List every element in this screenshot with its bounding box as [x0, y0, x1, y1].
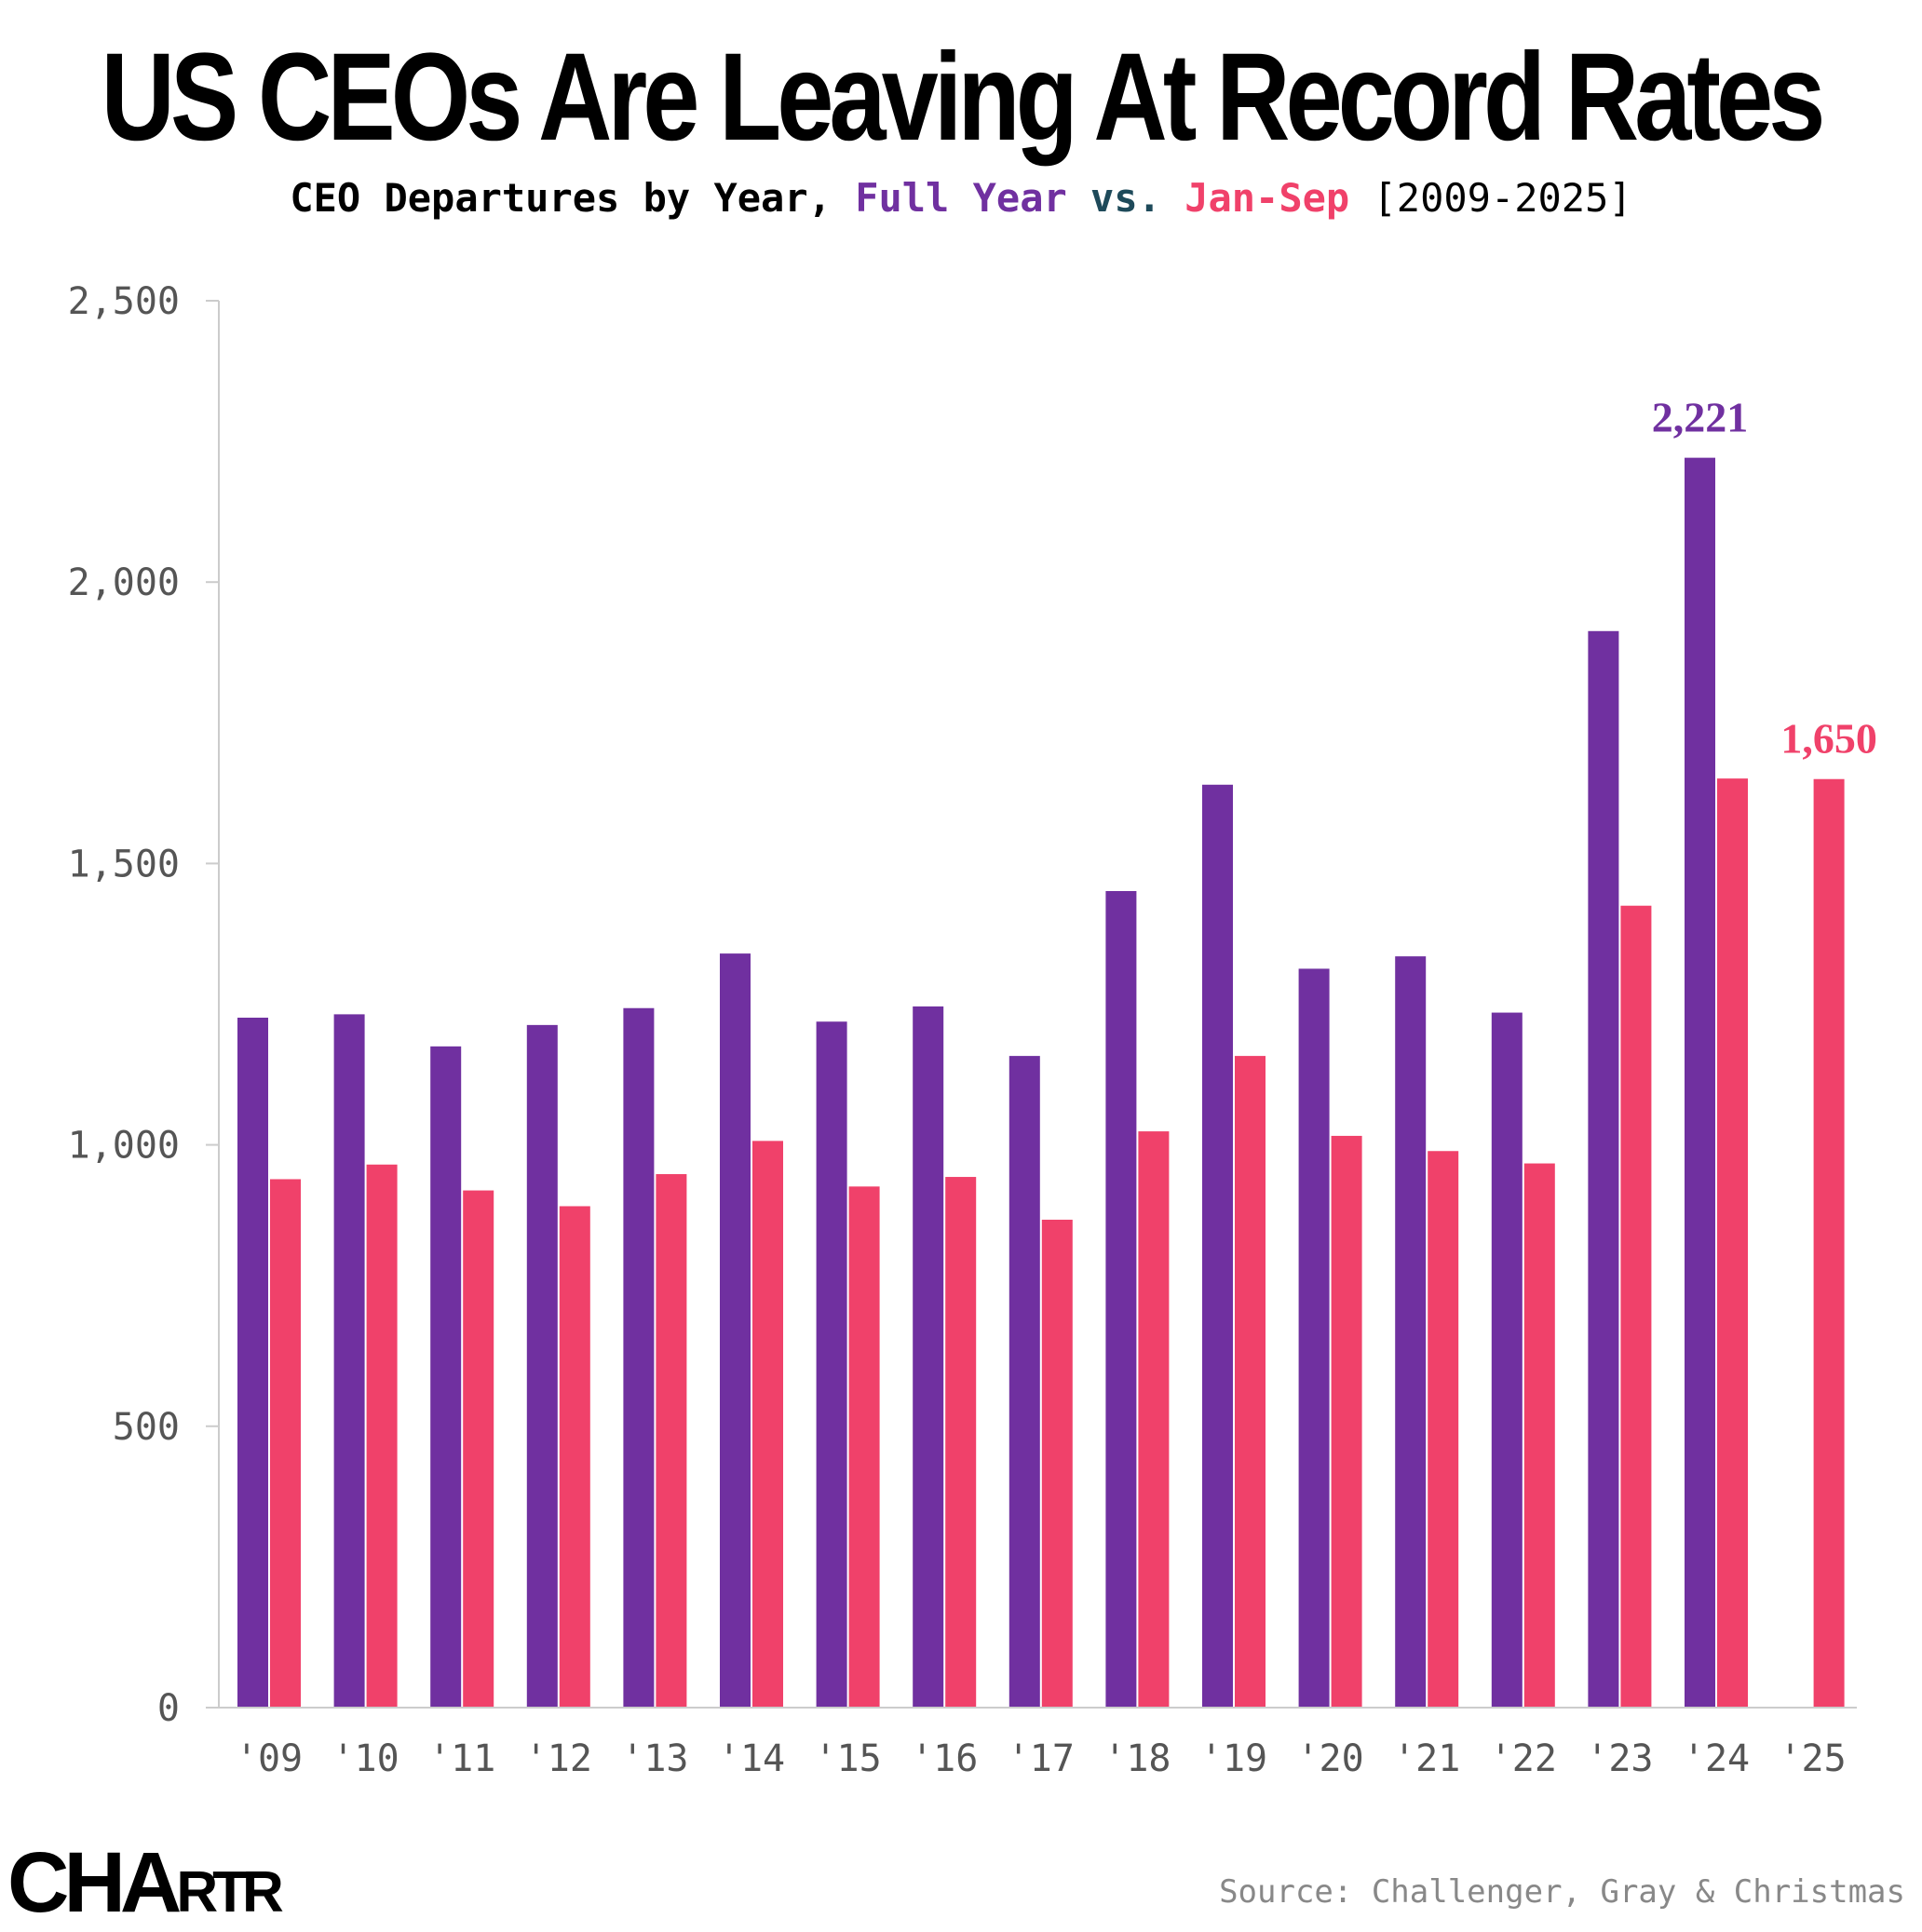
bar-jan-sep: [1331, 1135, 1362, 1708]
y-tick-label: 0: [157, 1687, 180, 1730]
bar-full-year: [237, 1018, 268, 1708]
x-tick-label: '18: [1103, 1737, 1171, 1780]
subtitle-full-year: Full Year: [855, 175, 1067, 221]
bar-full-year: [913, 1006, 944, 1708]
bar-full-year: [333, 1014, 365, 1708]
x-tick-label: '12: [525, 1737, 592, 1780]
bar-jan-sep: [1813, 778, 1845, 1708]
bar-full-year: [1105, 891, 1137, 1708]
bar-jan-sep: [559, 1206, 590, 1708]
bar-full-year: [816, 1021, 847, 1708]
chart-title: US CEOs Are Leaving At Record Rates: [101, 28, 1826, 167]
bar-jan-sep: [1235, 1056, 1266, 1708]
source-note: Source: Challenger, Gray & Christmas: [1219, 1873, 1905, 1911]
bar-jan-sep: [848, 1186, 880, 1708]
x-tick-label: '21: [1393, 1737, 1460, 1780]
bar-full-year: [1588, 630, 1619, 1709]
y-tick-label: 2,000: [68, 561, 180, 604]
x-tick-label: '19: [1200, 1737, 1267, 1780]
bar-jan-sep: [1041, 1219, 1073, 1708]
x-tick-label: '24: [1683, 1737, 1750, 1780]
x-tick-label: '17: [1008, 1737, 1075, 1780]
y-tick-label: 2,500: [68, 280, 180, 323]
x-tick-label: '15: [814, 1737, 881, 1780]
y-tick-label: 1,500: [68, 843, 180, 885]
x-tick-label: '10: [332, 1737, 399, 1780]
bar-jan-sep: [270, 1179, 301, 1708]
x-tick-label: '11: [428, 1737, 495, 1780]
subtitle-range: [2009-2025]: [1373, 175, 1632, 221]
bar-full-year: [1685, 457, 1715, 1709]
x-tick-label: '16: [911, 1737, 978, 1780]
chartr-logo: CHARTR: [7, 1835, 284, 1930]
x-tick-label: '13: [621, 1737, 688, 1780]
x-tick-label: '25: [1779, 1737, 1846, 1780]
bar-full-year: [1298, 968, 1330, 1708]
bar-full-year: [1202, 784, 1233, 1708]
chart-subtitle: CEO Departures by Year, Full Year vs. Ja…: [0, 175, 1922, 221]
subtitle-vs: vs.: [1066, 175, 1185, 221]
data-label: 2,221: [1652, 394, 1749, 441]
subtitle-prefix: CEO Departures by Year,: [290, 175, 856, 221]
y-tick-label: 500: [113, 1406, 180, 1449]
bar-jan-sep: [1620, 905, 1652, 1708]
bar-jan-sep: [945, 1177, 977, 1708]
x-tick-label: '14: [718, 1737, 785, 1780]
bar-full-year: [1008, 1056, 1040, 1708]
bar-full-year: [720, 953, 751, 1708]
bar-jan-sep: [1428, 1151, 1459, 1708]
bar-jan-sep: [752, 1141, 783, 1708]
y-tick-label: 1,000: [68, 1125, 180, 1168]
bar-jan-sep: [1523, 1163, 1555, 1708]
x-tick-label: '23: [1586, 1737, 1653, 1780]
bar-full-year: [1395, 956, 1427, 1708]
x-tick-label: '22: [1490, 1737, 1557, 1780]
bar-jan-sep: [463, 1190, 494, 1708]
bar-jan-sep: [656, 1174, 687, 1708]
bar-full-year: [1491, 1012, 1523, 1708]
subtitle-jan-sep: Jan-Sep: [1184, 175, 1350, 221]
bar-jan-sep: [1138, 1131, 1170, 1708]
x-tick-label: '09: [236, 1737, 303, 1780]
bar-full-year: [526, 1024, 558, 1708]
bar-full-year: [430, 1046, 462, 1708]
bar-full-year: [623, 1007, 655, 1708]
x-tick-label: '20: [1296, 1737, 1363, 1780]
bar-jan-sep: [1717, 778, 1748, 1708]
bar-jan-sep: [366, 1164, 398, 1708]
data-label: 1,650: [1780, 715, 1877, 763]
